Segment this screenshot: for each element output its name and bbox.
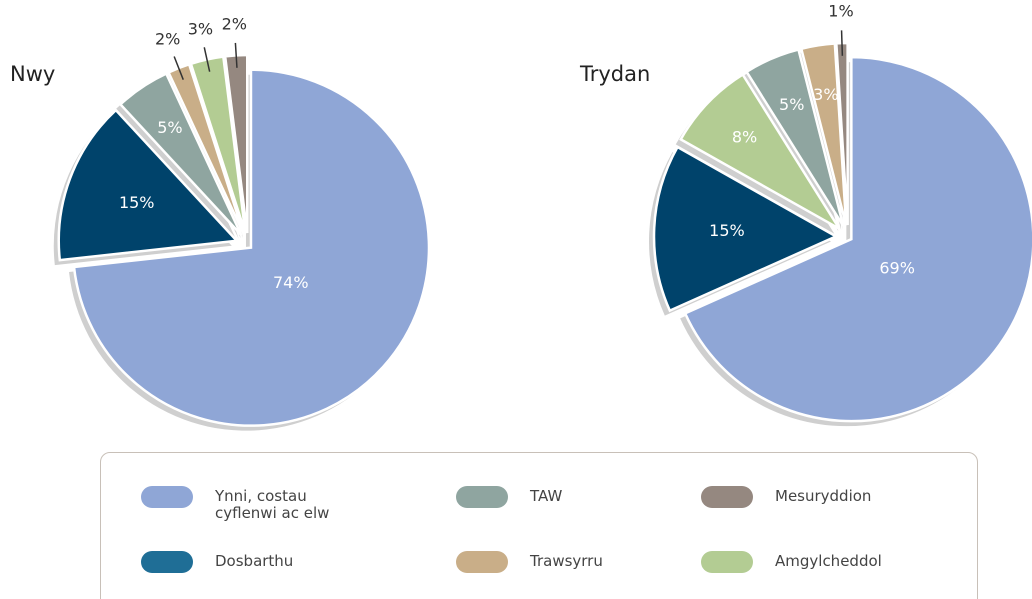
legend-item: TAW <box>456 486 680 508</box>
leader-line <box>234 42 238 68</box>
value-label: 3% <box>188 19 213 38</box>
value-label: 1% <box>828 2 853 21</box>
value-label: 15% <box>119 193 155 212</box>
slice: Trawsyrru <box>799 42 848 226</box>
slice: TAW <box>118 71 243 236</box>
slice: Ynni, costau cyflenwi ac elw <box>72 68 431 427</box>
legend-swatch <box>456 486 508 508</box>
chart-title: Trydan <box>579 62 650 86</box>
slice: Ynni, costau cyflenwi ac elw <box>683 55 1032 423</box>
legend: Ynni, costau cyflenwi ac elw TAW Mesuryddi… <box>100 452 978 599</box>
legend-swatch <box>701 551 753 573</box>
value-label: 2% <box>222 15 247 34</box>
value-label: 3% <box>813 85 838 104</box>
legend-swatch <box>141 551 193 573</box>
legend-label: Amgylcheddol <box>775 552 882 570</box>
legend-item: Dosbarthu <box>141 551 365 573</box>
slice: TAW <box>744 48 845 227</box>
legend-label: Mesuryddion <box>775 487 872 505</box>
leader-line <box>173 56 184 80</box>
legend-item: Trawsyrru <box>456 551 680 573</box>
legend-label: Ynni, costau cyflenwi ac elw <box>215 487 330 522</box>
value-label: 5% <box>779 95 804 114</box>
legend-label: TAW <box>530 487 563 505</box>
legend-item: Mesuryddion <box>701 486 925 508</box>
legend-swatch <box>141 486 193 508</box>
chart-title: Nwy <box>10 62 55 86</box>
slice: Dosbarthu <box>652 145 839 313</box>
legend-swatch <box>701 486 753 508</box>
value-label: 5% <box>157 118 182 137</box>
value-label: 69% <box>879 258 915 277</box>
value-label: 8% <box>732 128 757 147</box>
legend-item: Amgylcheddol <box>701 551 925 573</box>
value-label: 74% <box>273 273 309 292</box>
value-label: 15% <box>709 221 745 240</box>
legend-item: Ynni, costau cyflenwi ac elw <box>141 486 365 522</box>
legend-swatch <box>456 551 508 573</box>
legend-label: Dosbarthu <box>215 552 294 570</box>
slice: Dosbarthu <box>57 108 240 262</box>
slice: Amgylcheddol <box>679 72 841 230</box>
value-label: 2% <box>155 29 180 48</box>
leader-line <box>203 47 211 72</box>
legend-label: Trawsyrru <box>530 552 603 570</box>
leader-line <box>840 30 844 56</box>
